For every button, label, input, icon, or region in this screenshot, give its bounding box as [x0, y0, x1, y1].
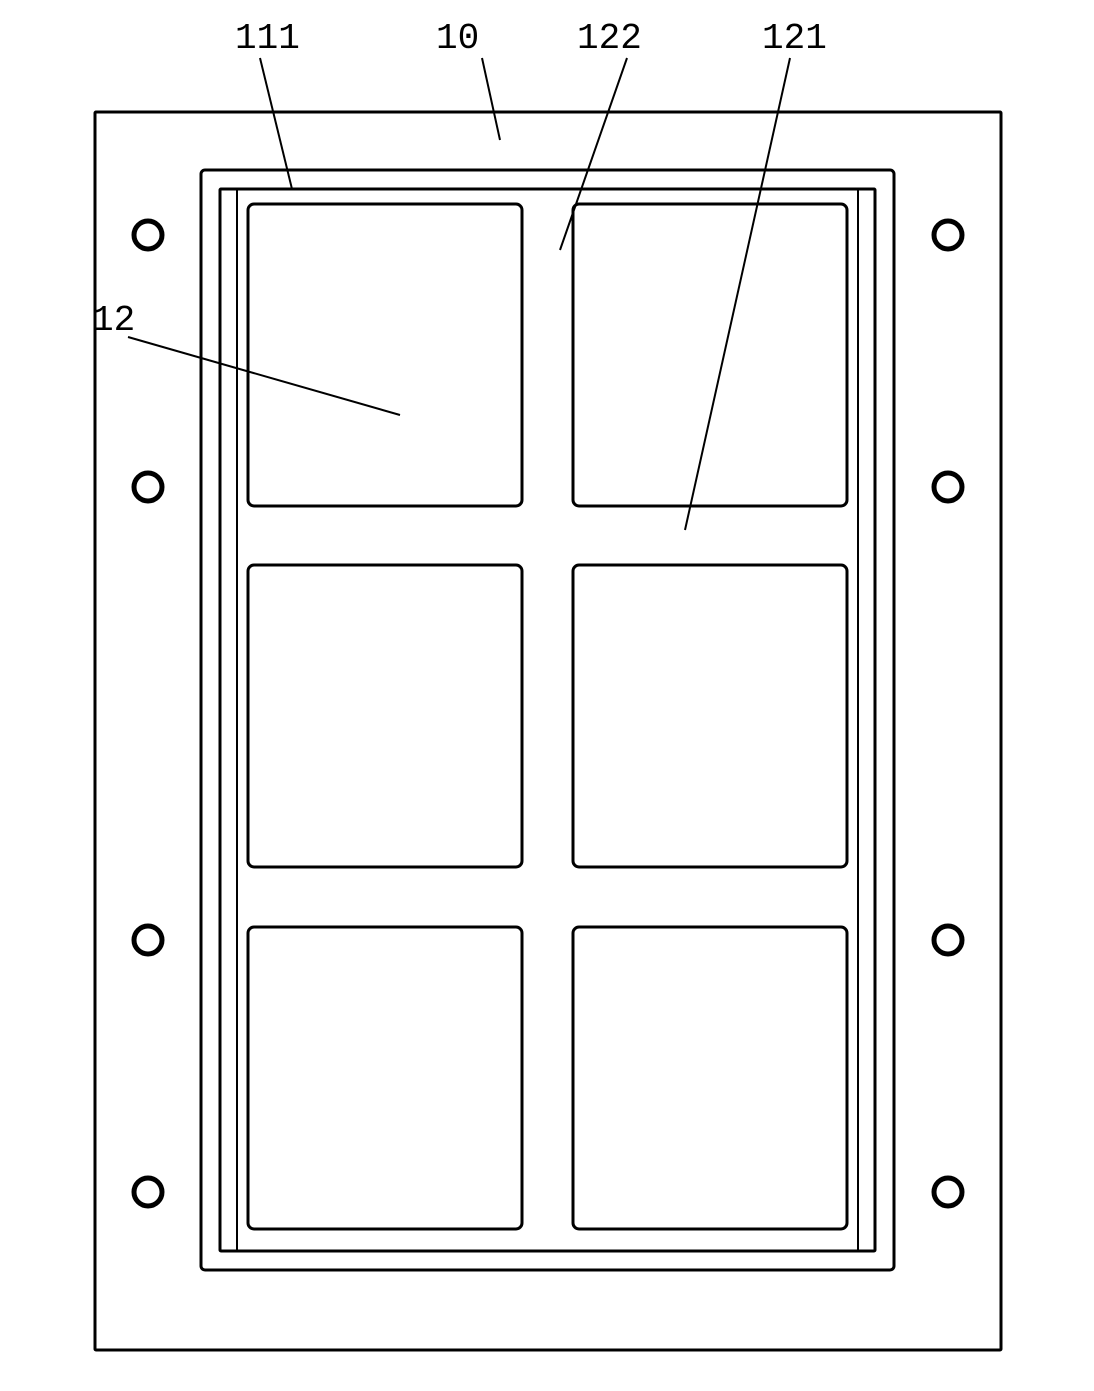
cell-0-1	[573, 204, 847, 506]
cell-2-1	[573, 927, 847, 1229]
leader-122	[560, 58, 627, 250]
label-10: 10	[436, 18, 479, 59]
hole-R-2	[934, 926, 962, 954]
cell-0-0	[248, 204, 522, 506]
label-111: 111	[235, 18, 300, 59]
label-12: 12	[92, 300, 135, 341]
outer-plate	[95, 112, 1001, 1350]
leader-121	[685, 58, 790, 530]
technical-drawing: 10 12 111 121 122	[0, 0, 1094, 1391]
hole-R-3	[934, 1178, 962, 1206]
pocket-outer	[201, 170, 894, 1270]
hole-L-2	[134, 926, 162, 954]
label-121: 121	[762, 18, 827, 59]
hole-L-1	[134, 473, 162, 501]
pocket-inner	[220, 189, 875, 1251]
label-122: 122	[577, 18, 642, 59]
cell-1-0	[248, 565, 522, 867]
cell-1-1	[573, 565, 847, 867]
leader-10	[482, 58, 500, 140]
hole-R-0	[934, 221, 962, 249]
cell-2-0	[248, 927, 522, 1229]
hole-R-1	[934, 473, 962, 501]
hole-L-0	[134, 221, 162, 249]
leader-12	[128, 337, 400, 415]
hole-L-3	[134, 1178, 162, 1206]
